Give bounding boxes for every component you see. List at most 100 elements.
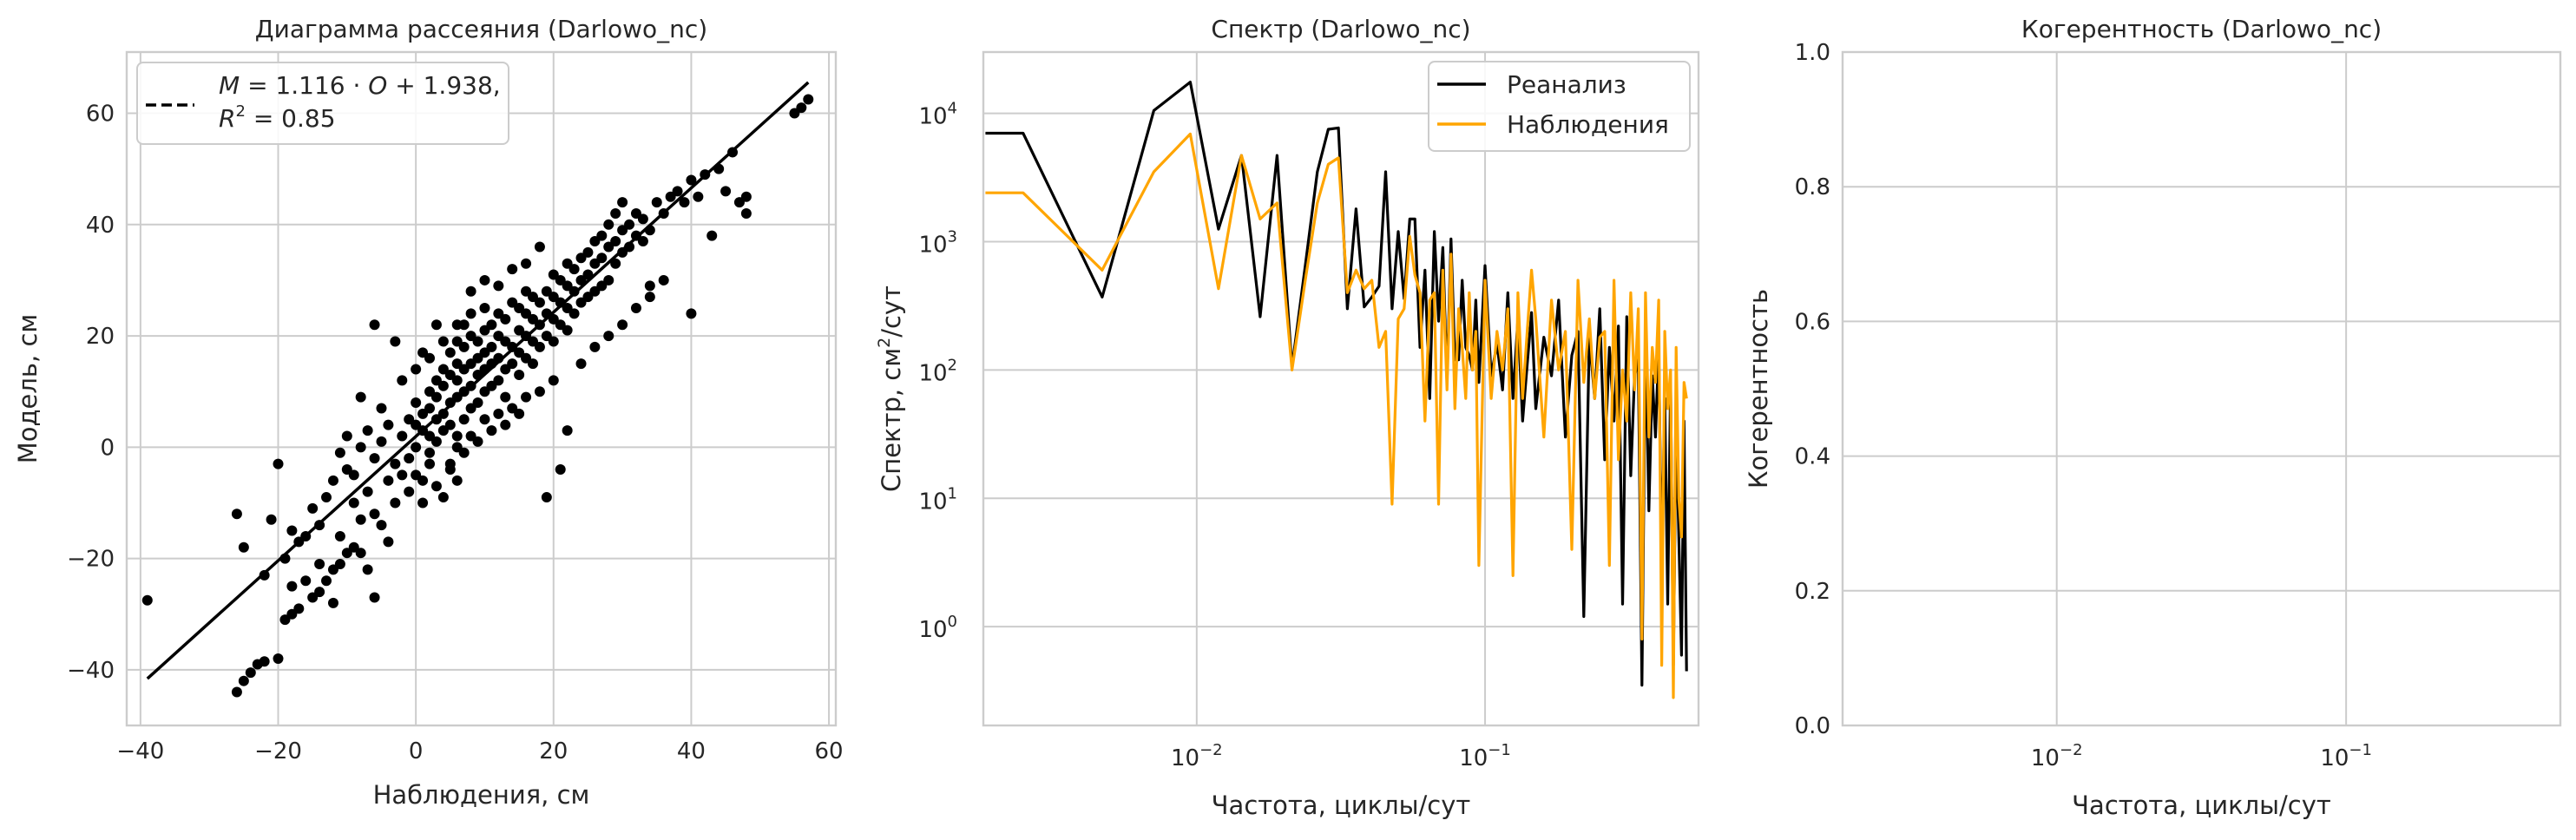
scatter-point — [479, 303, 490, 314]
x-tick-label: 20 — [539, 738, 568, 765]
scatter-point — [355, 514, 366, 525]
x-tick-label: −20 — [254, 738, 302, 765]
scatter-point — [686, 308, 697, 319]
scatter-point — [479, 274, 490, 285]
scatter-point — [397, 375, 408, 386]
scatter-point — [437, 336, 449, 347]
x-tick-label: 10−1 — [2320, 741, 2372, 771]
scatter-point — [397, 469, 408, 481]
scatter-point — [430, 319, 442, 331]
scatter-point — [355, 391, 366, 403]
scatter-point — [362, 425, 373, 436]
y-tick-label: 0.2 — [1795, 579, 1830, 605]
scatter-point — [589, 341, 601, 352]
scatter-point — [562, 325, 573, 336]
scatter-point — [404, 486, 415, 497]
scatter-point — [369, 592, 380, 603]
scatter-point — [334, 447, 345, 458]
scatter-point — [411, 364, 422, 375]
scatter-point — [286, 581, 298, 592]
spectrum-panel: 10−2 10−1 100 101 102 103 104 Реанализ Наблюдени… — [875, 15, 1700, 820]
scatter-point — [644, 292, 655, 303]
y-tick-label: 101 — [918, 484, 957, 515]
scatter-point — [273, 653, 284, 665]
scatter-point — [493, 375, 504, 386]
scatter-point — [740, 207, 752, 219]
scatter-point — [500, 313, 511, 325]
scatter-point — [451, 475, 463, 486]
scatter-point — [451, 430, 463, 442]
scatter-point — [355, 548, 366, 559]
scatter-point — [451, 375, 463, 386]
x-axis-label: Частота, циклы/сут — [2072, 791, 2331, 820]
scatter-point — [562, 425, 573, 436]
y-tick-label: 100 — [918, 613, 957, 643]
scatter-point — [534, 341, 545, 352]
scatter-point — [541, 492, 552, 503]
scatter-point — [451, 319, 463, 331]
scatter-point — [672, 186, 683, 197]
scatter-point — [369, 319, 380, 331]
scatter-point — [534, 241, 545, 253]
scatter-point — [376, 436, 387, 447]
scatter-point — [369, 453, 380, 464]
y-tick-label: 102 — [918, 356, 957, 386]
scatter-point — [293, 603, 305, 614]
legend-r2: R2 = 0.85 — [219, 102, 336, 133]
scatter-point — [803, 94, 814, 105]
scatter-point — [390, 336, 401, 347]
scatter-point — [417, 497, 429, 509]
scatter-panel: −40 −20 0 20 40 60 −40 −20 0 20 40 60 M = 1.116 · O … — [13, 15, 844, 810]
y-tick-label: 60 — [86, 102, 115, 128]
scatter-point — [273, 458, 284, 469]
scatter-point — [238, 541, 249, 553]
legend-fit-equation: M = 1.116 · O + 1.938, — [219, 71, 501, 100]
scatter-point — [411, 469, 422, 481]
scatter-point — [458, 414, 470, 425]
scatter-point — [444, 419, 456, 430]
scatter-point — [472, 336, 483, 347]
y-tick-label: 103 — [918, 227, 957, 258]
scatter-point — [610, 258, 621, 269]
scatter-point — [624, 219, 635, 230]
scatter-point — [383, 419, 394, 430]
scatter-point — [658, 274, 669, 285]
chart-title: Спектр (Darlowo_nc) — [1211, 15, 1470, 43]
scatter-point — [424, 352, 436, 364]
scatter-point — [610, 236, 621, 247]
scatter-point — [327, 597, 338, 608]
scatter-point — [514, 369, 525, 380]
scatter-point — [327, 475, 338, 486]
scatter-point — [334, 559, 345, 570]
scatter-point — [238, 675, 249, 686]
y-tick-label: 1.0 — [1795, 40, 1830, 66]
scatter-point — [493, 408, 504, 419]
y-tick-label: 0.4 — [1795, 444, 1830, 470]
scatter-point — [686, 174, 697, 186]
scatter-point — [617, 319, 628, 331]
scatter-point — [321, 575, 332, 587]
scatter-point — [617, 197, 628, 208]
legend-label: Реанализ — [1507, 70, 1626, 99]
x-tick-label: 40 — [677, 738, 706, 765]
scatter-point — [740, 191, 752, 202]
y-tick-label: −20 — [67, 547, 115, 573]
scatter-point — [603, 274, 614, 285]
scatter-point — [404, 453, 415, 464]
legend-box — [1428, 61, 1691, 152]
axes-frame — [982, 50, 1700, 727]
scatter-point — [493, 280, 504, 292]
scatter-point — [582, 246, 594, 258]
scatter-point — [465, 285, 476, 297]
scatter-point — [486, 319, 497, 331]
scatter-point — [693, 191, 704, 202]
scatter-point — [437, 380, 449, 391]
y-tick-label: 0 — [100, 435, 115, 461]
scatter-point — [348, 497, 359, 509]
scatter-point — [630, 303, 641, 314]
legend: M = 1.116 · O + 1.938,R2 = 0.85 — [136, 62, 509, 145]
scatter-point — [390, 497, 401, 509]
scatter-point — [479, 414, 490, 425]
scatter-point — [706, 230, 718, 241]
scatter-point — [472, 397, 483, 409]
